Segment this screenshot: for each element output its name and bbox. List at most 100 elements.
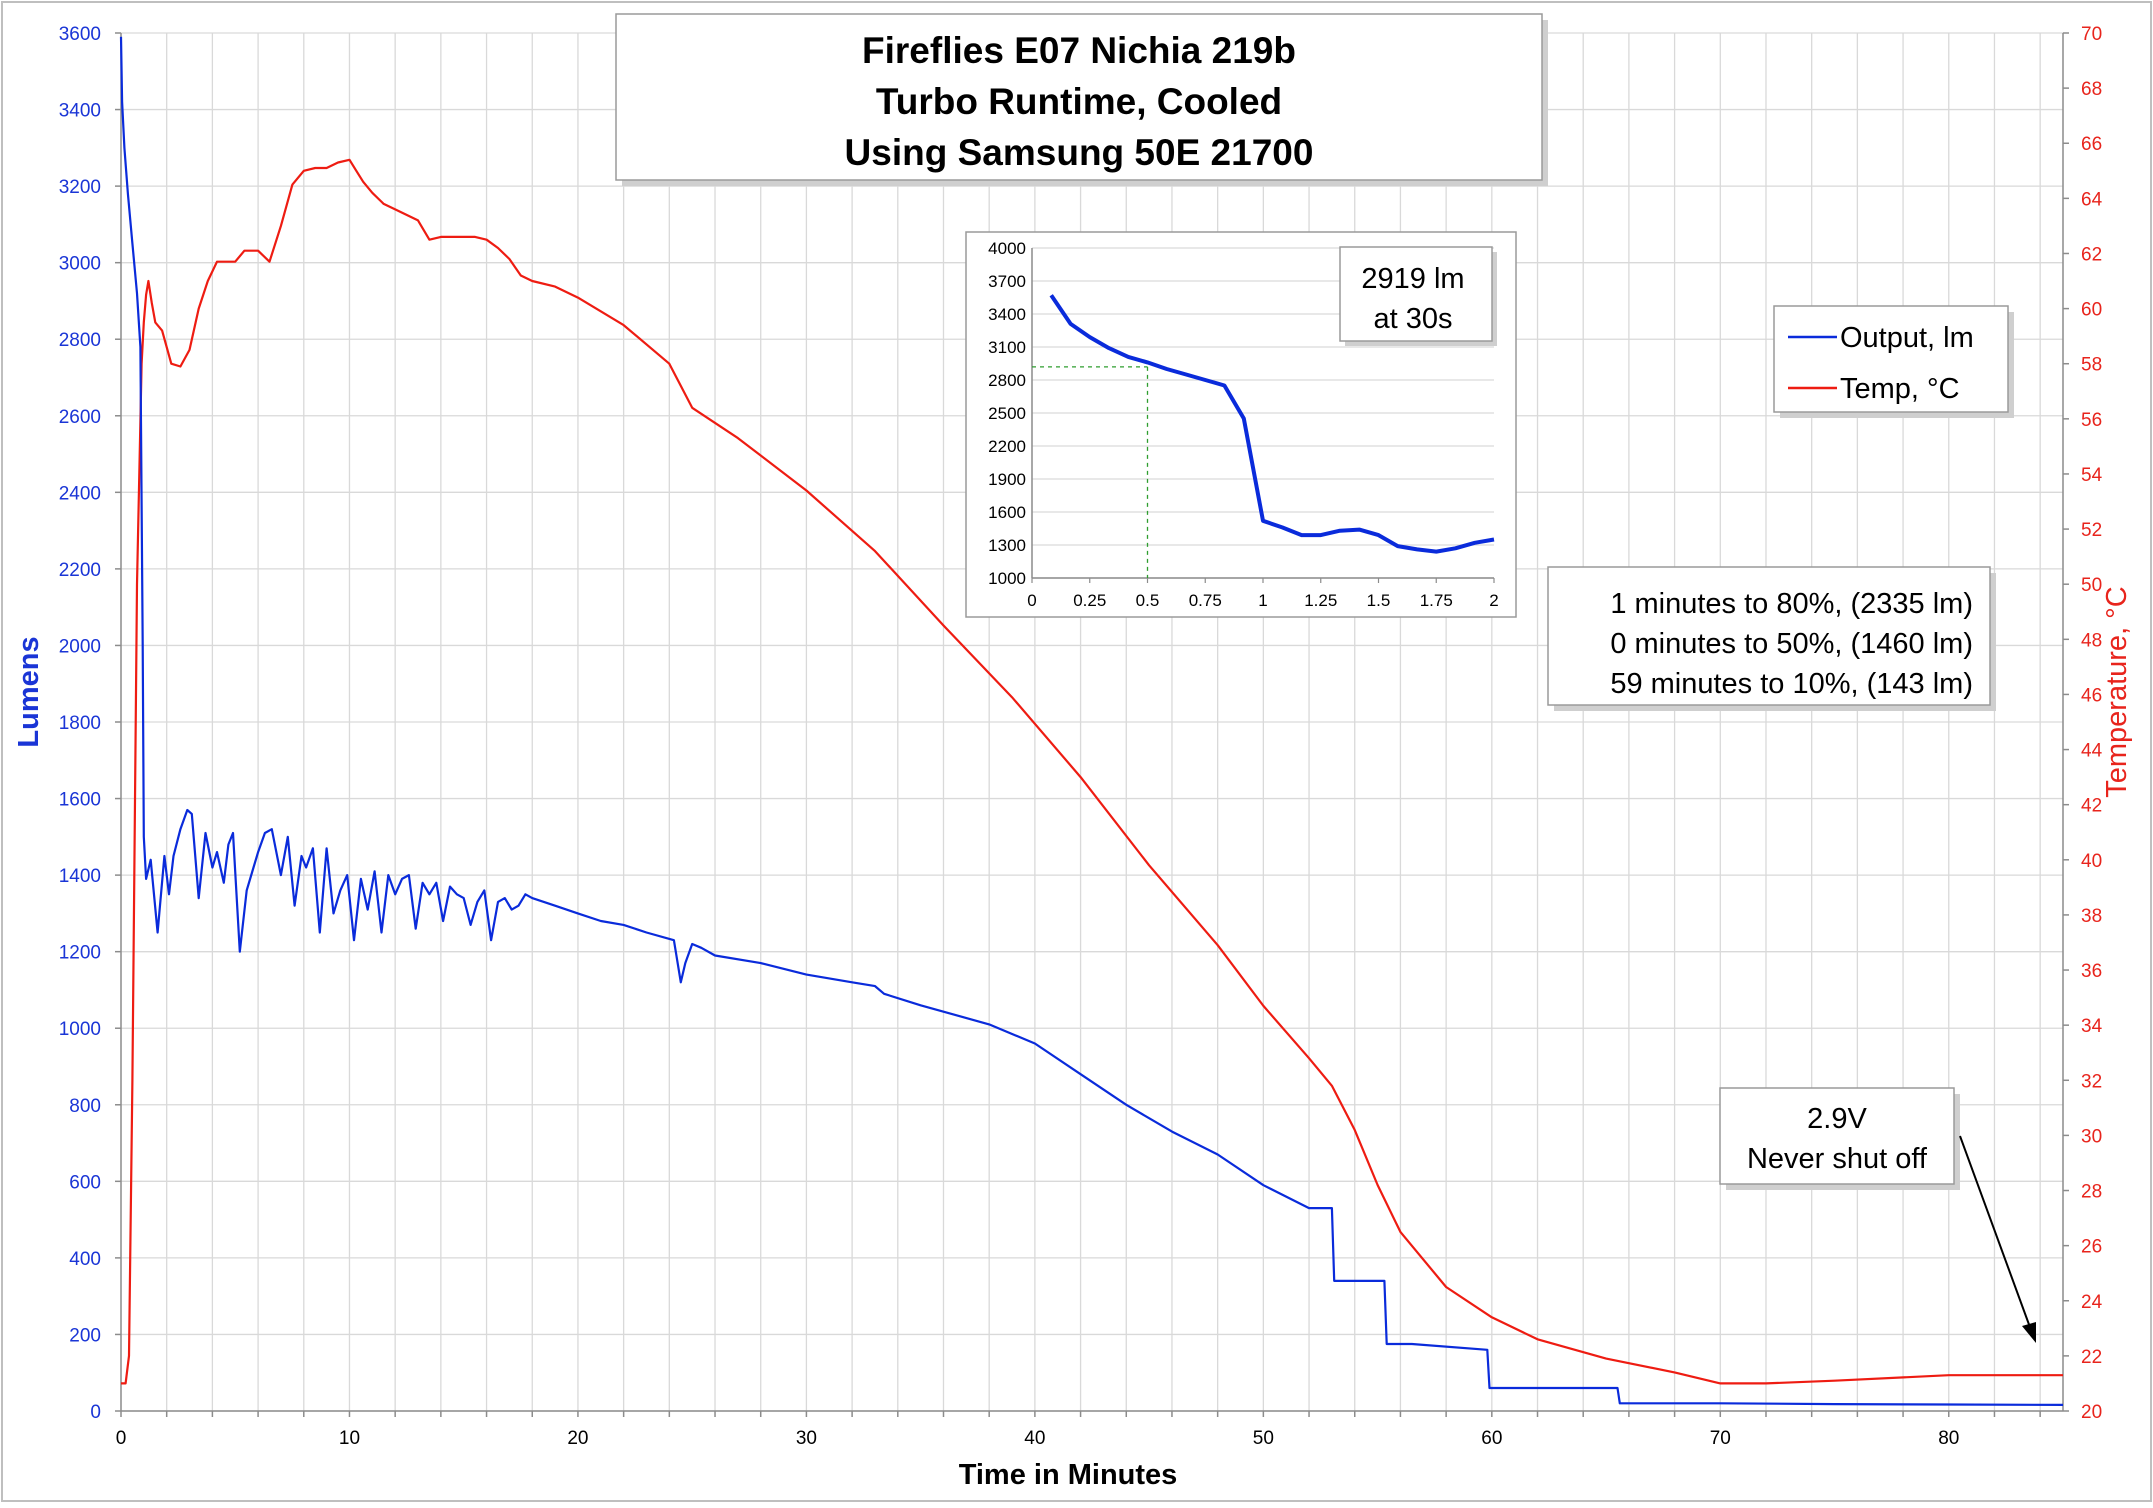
- right-tick-label: 56: [2081, 410, 2102, 431]
- x-tick-label: 20: [567, 1428, 588, 1449]
- x-axis-ticks: 0 10 20 30 40 50 60 70 80: [116, 1411, 2041, 1449]
- inset-x-tick-label: 0.5: [1136, 591, 1160, 610]
- legend: Output, lm Temp, °C: [1773, 305, 2014, 418]
- left-tick-label: 1200: [59, 943, 101, 964]
- inset-y-tick-label: 2500: [988, 404, 1026, 423]
- left-tick-label: 3600: [59, 24, 101, 45]
- inset-y-tick-label: 1900: [988, 470, 1026, 489]
- right-tick-label: 22: [2081, 1347, 2102, 1368]
- right-tick-label: 52: [2081, 520, 2102, 541]
- title-line-2: Turbo Runtime, Cooled: [876, 81, 1282, 122]
- x-tick-label: 50: [1253, 1428, 1274, 1449]
- inset-output-line: [1049, 294, 1495, 554]
- right-tick-label: 36: [2081, 961, 2102, 982]
- right-tick-label: 58: [2081, 355, 2102, 376]
- legend-temp-label: Temp, °C: [1840, 373, 1960, 405]
- x-axis-label: Time in Minutes: [959, 1459, 1178, 1491]
- right-tick-label: 68: [2081, 79, 2102, 100]
- summary-line-2: 0 minutes to 50%, (1460 lm): [1610, 628, 1973, 660]
- inset-y-ticks: 1000 1300 1600 1900 2200 2500 2800 3100 3400 3700…: [988, 239, 1026, 588]
- shutoff-note: 2.9V Never shut off: [1719, 1087, 1960, 1190]
- right-tick-label: 50: [2081, 575, 2102, 596]
- inset-x-tick-label: 1.25: [1304, 591, 1337, 610]
- right-axis-label: Temperature, °C: [2101, 586, 2133, 797]
- left-tick-label: 3000: [59, 254, 101, 275]
- right-tick-label: 24: [2081, 1292, 2103, 1313]
- right-tick-label: 46: [2081, 685, 2102, 706]
- left-tick-label: 800: [69, 1096, 101, 1117]
- left-tick-label: 1600: [59, 790, 101, 811]
- left-tick-label: 2800: [59, 330, 101, 351]
- left-tick-label: 200: [69, 1325, 101, 1346]
- inset-y-tick-label: 3400: [988, 305, 1026, 324]
- left-axis-label: Lumens: [13, 636, 45, 747]
- x-tick-label: 10: [339, 1428, 360, 1449]
- inset-y-tick-label: 4000: [988, 239, 1026, 258]
- legend-output-label: Output, lm: [1840, 322, 1974, 354]
- right-tick-label: 28: [2081, 1182, 2102, 1203]
- inset-y-tick-label: 3100: [988, 338, 1026, 357]
- inset-y-tick-label: 1000: [988, 569, 1026, 588]
- shutoff-text: Never shut off: [1747, 1143, 1928, 1175]
- title-line-1: Fireflies E07 Nichia 219b: [862, 30, 1296, 71]
- main-series: [119, 36, 2064, 1406]
- left-tick-label: 400: [69, 1249, 101, 1270]
- left-tick-label: 0: [90, 1402, 101, 1423]
- right-tick-label: 34: [2081, 1016, 2103, 1037]
- left-tick-label: 3400: [59, 101, 101, 122]
- left-tick-label: 2400: [59, 483, 101, 504]
- left-tick-label: 1800: [59, 713, 101, 734]
- inset-x-tick-label: 0.75: [1189, 591, 1222, 610]
- x-tick-label: 30: [796, 1428, 817, 1449]
- inset-note-line-1: 2919 lm: [1361, 263, 1464, 295]
- inset-x-tick-label: 0.25: [1073, 591, 1106, 610]
- right-tick-label: 48: [2081, 630, 2102, 651]
- left-tick-label: 3200: [59, 177, 101, 198]
- inset-reference-lines: [1032, 366, 1149, 578]
- x-tick-label: 40: [1024, 1428, 1045, 1449]
- inset-x-tick-label: 0: [1027, 591, 1036, 610]
- inset-y-tick-label: 2800: [988, 371, 1026, 390]
- inset-x-tick-label: 1.75: [1420, 591, 1453, 610]
- x-tick-label: 0: [116, 1428, 127, 1449]
- temp-series-line: [121, 158, 2063, 1385]
- inset-y-tick-label: 2200: [988, 437, 1026, 456]
- left-axis-ticks: 0 200 400 600 800 1000 1200 1400 1600 1800 2000 220…: [59, 24, 121, 1423]
- inset-x-tick-label: 2: [1489, 591, 1498, 610]
- title-box: Fireflies E07 Nichia 219b Turbo Runtime,…: [615, 13, 1548, 186]
- left-tick-label: 1000: [59, 1019, 101, 1040]
- left-tick-label: 2200: [59, 560, 101, 581]
- summary-box: 1 minutes to 80%, (2335 lm) 0 minutes to…: [1547, 566, 1996, 711]
- inset-x-ticks: 0 0.25 0.5 0.75 1 1.25 1.5 1.75 2: [1027, 578, 1499, 610]
- right-tick-label: 26: [2081, 1237, 2102, 1258]
- right-tick-label: 44: [2081, 741, 2103, 762]
- title-line-3: Using Samsung 50E 21700: [845, 132, 1314, 173]
- left-tick-label: 2600: [59, 407, 101, 428]
- inset-note-box: 2919 lm at 30s: [1339, 246, 1497, 346]
- right-tick-label: 20: [2081, 1402, 2102, 1423]
- right-tick-label: 64: [2081, 189, 2103, 210]
- left-tick-label: 1400: [59, 866, 101, 887]
- shutoff-arrow: [1959, 1135, 2036, 1343]
- shutoff-voltage: 2.9V: [1807, 1103, 1867, 1135]
- right-tick-label: 70: [2081, 24, 2102, 45]
- output-series-line: [119, 36, 2064, 1406]
- inset-note-line-2: at 30s: [1374, 303, 1453, 335]
- left-tick-label: 600: [69, 1172, 101, 1193]
- right-tick-label: 30: [2081, 1126, 2102, 1147]
- inset-y-tick-label: 1600: [988, 503, 1026, 522]
- right-tick-label: 54: [2081, 465, 2103, 486]
- right-tick-label: 42: [2081, 796, 2102, 817]
- left-tick-label: 2000: [59, 636, 101, 657]
- inset-series: [1049, 294, 1495, 554]
- right-tick-label: 60: [2081, 300, 2102, 321]
- inset-x-tick-label: 1: [1258, 591, 1267, 610]
- inset-x-tick-label: 1.5: [1367, 591, 1391, 610]
- inset-y-tick-label: 1300: [988, 536, 1026, 555]
- right-tick-label: 62: [2081, 244, 2102, 265]
- right-tick-label: 38: [2081, 906, 2102, 927]
- inset-y-tick-label: 3700: [988, 272, 1026, 291]
- x-tick-label: 60: [1481, 1428, 1502, 1449]
